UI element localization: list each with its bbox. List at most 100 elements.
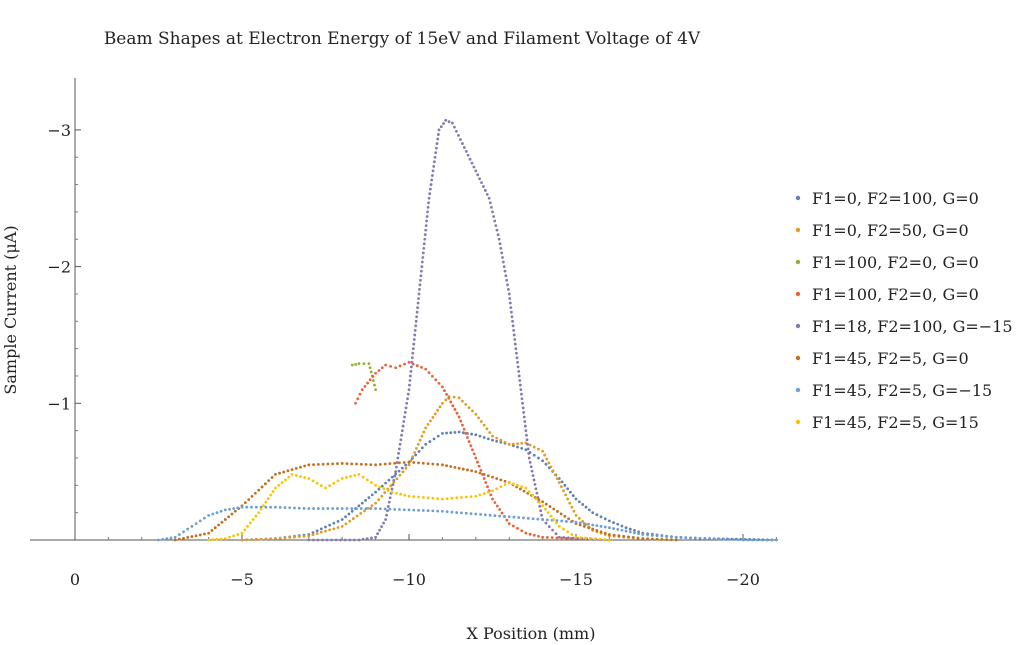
data-point [264,537,268,541]
data-point [584,505,588,509]
data-point [347,512,351,516]
data-point [431,462,435,466]
data-point [545,457,549,461]
data-point [434,378,438,382]
data-point [425,219,429,223]
data-point [518,487,522,491]
series-5-points [173,460,678,542]
data-point [732,538,735,542]
data-point [628,530,632,534]
data-point [470,161,474,165]
data-point [363,509,366,513]
data-point [264,505,268,509]
data-point [311,538,315,542]
data-point [190,524,194,528]
data-point [598,537,602,541]
data-point [435,142,439,145]
data-point [445,431,448,435]
data-point [551,528,555,532]
data-point [361,475,365,479]
data-point [469,512,473,516]
data-point [263,482,267,486]
data-point [365,537,369,541]
data-point [412,342,416,346]
data-point [595,513,599,517]
data-point [386,505,390,508]
data-point [370,536,373,540]
data-point [500,511,504,515]
data-point [270,476,274,479]
data-point [555,519,559,523]
data-point [411,455,415,459]
data-point [421,509,425,512]
data-point [321,462,325,466]
data-point [519,388,523,392]
data-point [534,497,538,501]
data-point [650,533,654,537]
data-point [374,535,377,539]
data-point [453,465,457,469]
data-point [377,369,381,372]
data-point [557,477,561,480]
data-point [655,537,659,541]
data-point [555,536,559,540]
legend-marker [795,355,801,361]
data-point [397,452,401,455]
data-point [493,219,497,223]
data-point [451,121,454,125]
data-point [746,538,750,542]
data-point [391,483,395,487]
data-point [543,507,547,511]
data-point [389,364,393,368]
data-point [717,537,721,541]
data-point [450,496,454,500]
data-point [516,360,519,364]
data-point [670,538,673,542]
data-point [414,453,418,457]
data-point [516,442,519,446]
data-point [236,533,240,536]
data-point [460,496,463,499]
data-point [207,538,211,542]
data-point [385,513,388,517]
data-point [506,283,509,287]
data-point [739,537,743,541]
data-point [365,478,369,482]
data-point [259,507,263,511]
data-point [567,536,570,540]
data-point [406,397,409,401]
data-point [406,392,410,396]
data-point [421,251,425,255]
data-point [571,536,575,540]
data-point [426,210,430,214]
data-point [562,527,565,531]
data-point [374,490,377,494]
data-point [390,487,394,491]
data-point [495,436,499,440]
data-point [288,506,292,510]
data-point [321,507,325,510]
data-point [491,475,494,479]
data-point [507,515,511,519]
data-point [524,486,528,490]
x-tick-label: −10 [392,570,426,589]
data-point [359,512,363,515]
data-point [401,424,405,428]
data-point [608,538,611,542]
data-point [531,517,535,521]
data-point [599,524,603,528]
data-point [538,504,542,508]
data-point [411,351,415,355]
legend-marker [795,323,801,329]
data-point [439,125,443,129]
data-point [213,526,217,530]
data-point [641,537,645,541]
data-point [378,528,382,532]
data-point [297,506,301,510]
data-point [359,507,363,510]
data-point [441,401,444,405]
data-point [436,434,440,438]
data-point [496,233,500,237]
data-point [422,430,426,434]
data-point [441,497,444,501]
